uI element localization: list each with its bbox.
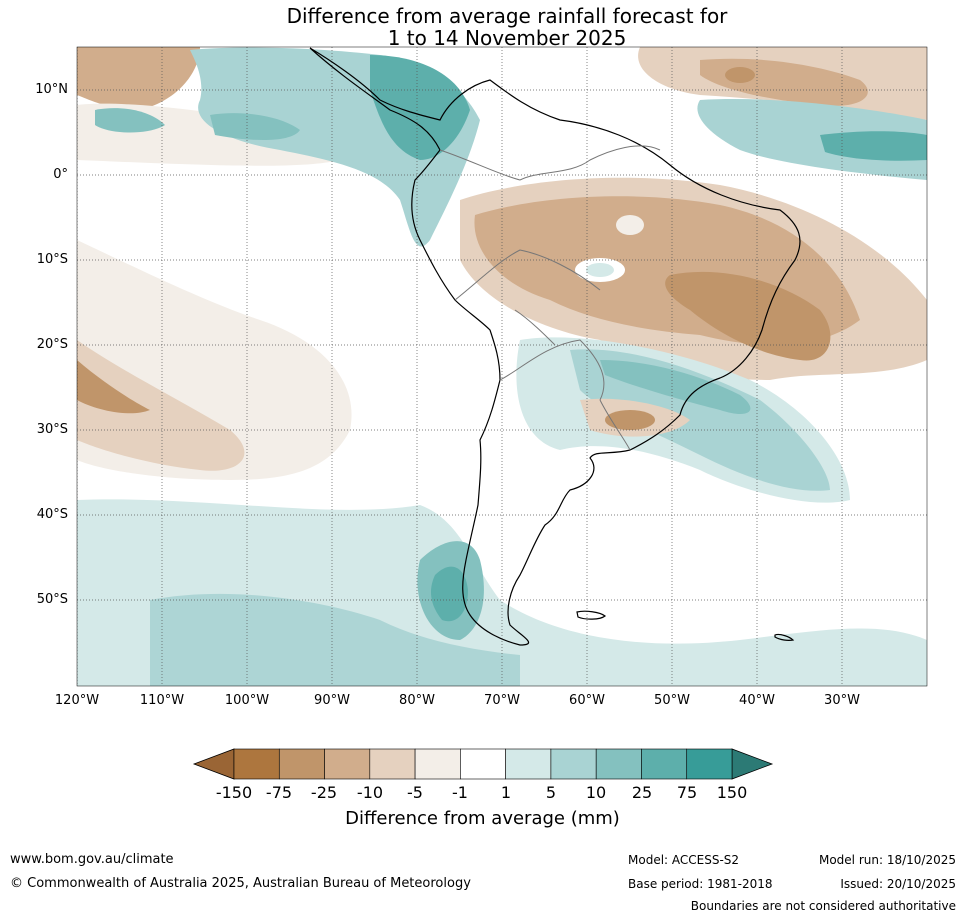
colorbar-extend-low bbox=[192, 748, 235, 780]
colorbar-tick-label: -25 bbox=[310, 783, 338, 802]
lon-label-120w: 120°W bbox=[54, 693, 100, 708]
colorbar-bin bbox=[460, 748, 506, 780]
colorbar-bin bbox=[505, 748, 552, 780]
colorbar-bin bbox=[324, 748, 371, 780]
colorbar-extend-high bbox=[731, 748, 774, 780]
colorbar-tick-label: -150 bbox=[215, 783, 253, 802]
map-title-line-1: Difference from average rainfall forecas… bbox=[286, 4, 728, 28]
colorbar-tick-label: -1 bbox=[452, 783, 468, 802]
map-frame bbox=[76, 46, 928, 687]
colorbar-tick-label: -75 bbox=[265, 783, 293, 802]
colorbar-tick-label: 150 bbox=[716, 783, 748, 802]
lon-label-70w: 70°W bbox=[484, 693, 520, 708]
wet-anomaly-tropical-pacific bbox=[95, 47, 927, 247]
website-link[interactable]: www.bom.gov.au/climate bbox=[10, 852, 174, 867]
colorbar-tick-label: 1 bbox=[500, 783, 512, 802]
wet-anomaly-south-pacific bbox=[77, 499, 927, 686]
issued-date: Issued: 20/10/2025 bbox=[840, 877, 956, 891]
model-name: Model: ACCESS-S2 bbox=[628, 853, 740, 867]
country-borders bbox=[439, 145, 661, 451]
colorbar-bin bbox=[369, 748, 416, 780]
model-run-date: Model run: 18/10/2025 bbox=[818, 853, 956, 867]
lat-label-20s: 20°S bbox=[36, 337, 68, 352]
colorbar-tick-label: 75 bbox=[676, 783, 698, 802]
dry-anomaly-southeast-pacific bbox=[77, 240, 352, 480]
map-plot-area bbox=[77, 47, 927, 686]
lon-label-60w: 60°W bbox=[569, 693, 605, 708]
colorbar-bin bbox=[595, 748, 642, 780]
colorbar-bin bbox=[550, 748, 597, 780]
coastline-south-america bbox=[309, 47, 801, 646]
lon-label-50w: 50°W bbox=[654, 693, 690, 708]
colorbar-tick-label: 5 bbox=[545, 783, 557, 802]
lon-label-80w: 80°W bbox=[399, 693, 435, 708]
lat-label-10n: 10°N bbox=[35, 82, 68, 97]
base-period: Base period: 1981-2018 bbox=[628, 877, 773, 891]
dry-anomaly-north-pacific bbox=[77, 47, 927, 166]
lon-label-30w: 30°W bbox=[824, 693, 860, 708]
dry-anomaly-brazil bbox=[460, 177, 927, 380]
map-graticule bbox=[77, 47, 927, 686]
lon-label-90w: 90°W bbox=[314, 693, 350, 708]
colorbar bbox=[192, 748, 774, 780]
colorbar-tick-label: 10 bbox=[585, 783, 607, 802]
colorbar-tick-label: -5 bbox=[407, 783, 423, 802]
lat-label-40s: 40°S bbox=[36, 507, 68, 522]
colorbar-bin bbox=[641, 748, 688, 780]
colorbar-tick-label: -10 bbox=[356, 783, 384, 802]
colorbar-bin bbox=[278, 748, 325, 780]
lat-label-50s: 50°S bbox=[36, 592, 68, 607]
colorbar-bin bbox=[233, 748, 280, 780]
copyright-notice: © Commonwealth of Australia 2025, Austra… bbox=[10, 876, 471, 891]
lon-label-40w: 40°W bbox=[739, 693, 775, 708]
lat-label-0: 0° bbox=[53, 167, 68, 182]
wet-anomaly-southern-brazil bbox=[516, 337, 850, 503]
lat-label-10s: 10°S bbox=[36, 252, 68, 267]
lat-label-30s: 30°S bbox=[36, 422, 68, 437]
lon-label-100w: 100°W bbox=[224, 693, 270, 708]
colorbar-title: Difference from average (mm) bbox=[345, 808, 620, 829]
boundaries-disclaimer: Boundaries are not considered authoritat… bbox=[690, 899, 956, 913]
colorbar-tick-label: 25 bbox=[631, 783, 653, 802]
map-title-line-2: 1 to 14 November 2025 bbox=[387, 26, 627, 50]
colorbar-bin bbox=[686, 748, 733, 780]
colorbar-bin bbox=[414, 748, 461, 780]
lon-label-110w: 110°W bbox=[139, 693, 185, 708]
